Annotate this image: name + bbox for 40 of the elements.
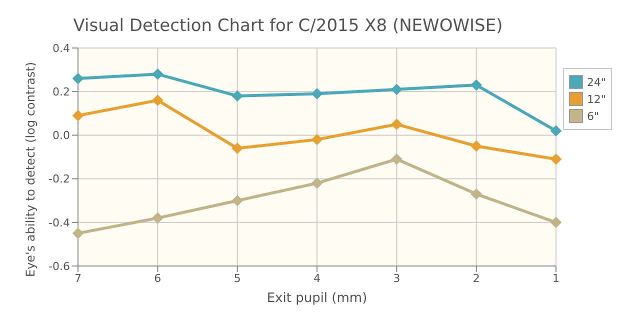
legend-label: 24" bbox=[586, 75, 606, 89]
y-tick-label: -0.4 bbox=[48, 216, 70, 230]
y-tick-label: 0.0 bbox=[52, 129, 70, 142]
y-tick-label: 0.4 bbox=[52, 42, 70, 55]
point bbox=[232, 195, 243, 206]
y-tick-label: -0.2 bbox=[48, 172, 70, 186]
x-tick-label: 4 bbox=[314, 272, 320, 285]
y-tick-label: 0.2 bbox=[52, 86, 70, 99]
point bbox=[72, 73, 84, 84]
point bbox=[391, 84, 402, 95]
point bbox=[391, 154, 402, 165]
point bbox=[470, 80, 482, 91]
y-axis-title: Eye's ability to detect (log contrast) bbox=[23, 62, 38, 277]
point bbox=[152, 68, 164, 80]
point bbox=[232, 90, 243, 102]
point bbox=[312, 178, 322, 189]
x-tick-label: 1 bbox=[552, 272, 560, 285]
point bbox=[72, 228, 84, 239]
legend-label: 6" bbox=[586, 109, 600, 123]
point bbox=[391, 118, 402, 130]
x-tick-label: 5 bbox=[234, 272, 241, 285]
point bbox=[550, 154, 562, 165]
x-axis-title: Exit pupil (mm) bbox=[266, 291, 368, 306]
point bbox=[550, 216, 562, 228]
y-tick-label: -0.6 bbox=[48, 260, 70, 273]
point bbox=[470, 188, 482, 200]
point bbox=[72, 110, 84, 122]
point bbox=[312, 88, 322, 100]
chart-title: Visual Detection Chart for C/2015 X8 (NEWOWISE) bbox=[72, 16, 504, 36]
x-tick-label: 7 bbox=[74, 272, 82, 285]
point bbox=[152, 212, 164, 224]
legend-label: 12" bbox=[586, 92, 606, 106]
point bbox=[312, 134, 322, 146]
x-tick-label: 2 bbox=[472, 272, 480, 285]
point bbox=[152, 94, 164, 106]
point bbox=[470, 140, 482, 152]
x-tick-label: 3 bbox=[393, 272, 400, 285]
x-tick-label: 6 bbox=[154, 272, 162, 285]
point bbox=[232, 142, 243, 154]
point bbox=[550, 125, 562, 136]
